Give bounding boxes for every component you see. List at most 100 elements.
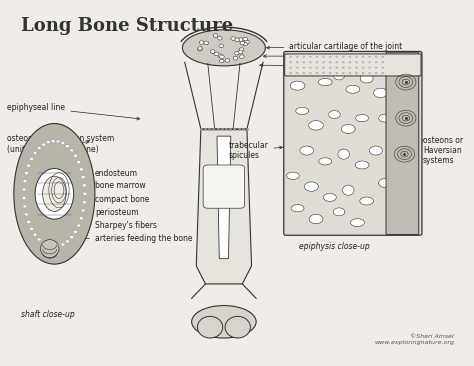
Ellipse shape <box>341 124 355 134</box>
Circle shape <box>198 47 202 51</box>
Ellipse shape <box>309 214 323 224</box>
Circle shape <box>296 56 299 58</box>
Circle shape <box>233 56 238 60</box>
Ellipse shape <box>290 81 305 90</box>
Circle shape <box>375 56 378 58</box>
Circle shape <box>375 61 378 63</box>
Ellipse shape <box>291 205 304 212</box>
Circle shape <box>22 188 26 191</box>
Circle shape <box>73 230 77 233</box>
Text: Long Bone Structure: Long Bone Structure <box>21 17 233 35</box>
Text: endosteum: endosteum <box>78 169 138 178</box>
Ellipse shape <box>300 146 314 155</box>
Circle shape <box>225 59 230 62</box>
Circle shape <box>82 201 86 204</box>
Ellipse shape <box>379 114 392 122</box>
Circle shape <box>65 145 69 147</box>
Circle shape <box>342 72 345 74</box>
Circle shape <box>342 67 345 69</box>
Ellipse shape <box>388 136 401 144</box>
Circle shape <box>368 67 371 69</box>
Circle shape <box>70 236 73 239</box>
Circle shape <box>42 242 46 244</box>
Circle shape <box>316 61 319 63</box>
Text: trabecular
spicules: trabecular spicules <box>228 141 283 160</box>
Circle shape <box>235 52 239 55</box>
Circle shape <box>316 67 319 69</box>
Circle shape <box>204 41 209 45</box>
Circle shape <box>46 244 50 247</box>
Circle shape <box>61 142 64 145</box>
Circle shape <box>42 143 46 146</box>
Ellipse shape <box>374 88 387 98</box>
Circle shape <box>65 240 69 243</box>
Text: ©Sheri Amsel
www.exploringnature.org: ©Sheri Amsel www.exploringnature.org <box>374 335 454 345</box>
Ellipse shape <box>35 168 73 219</box>
Circle shape <box>27 164 30 167</box>
Circle shape <box>355 56 358 58</box>
Circle shape <box>382 67 384 69</box>
Circle shape <box>322 56 325 58</box>
PathPatch shape <box>217 136 231 259</box>
Circle shape <box>309 72 312 74</box>
Text: compact bone: compact bone <box>67 195 149 204</box>
Circle shape <box>198 48 202 51</box>
Ellipse shape <box>393 194 405 201</box>
Circle shape <box>33 152 37 154</box>
Circle shape <box>302 67 305 69</box>
FancyBboxPatch shape <box>284 52 422 235</box>
Circle shape <box>56 245 60 247</box>
Ellipse shape <box>360 74 373 83</box>
Ellipse shape <box>333 208 345 216</box>
Circle shape <box>238 38 243 41</box>
Circle shape <box>368 72 371 74</box>
Circle shape <box>362 67 365 69</box>
Ellipse shape <box>355 161 369 169</box>
Ellipse shape <box>305 67 318 75</box>
Circle shape <box>77 224 81 227</box>
Ellipse shape <box>333 70 345 80</box>
Ellipse shape <box>328 111 340 119</box>
Ellipse shape <box>360 197 374 205</box>
Ellipse shape <box>309 121 323 130</box>
Ellipse shape <box>304 182 319 191</box>
Circle shape <box>348 56 351 58</box>
Circle shape <box>219 59 224 63</box>
Circle shape <box>316 72 319 74</box>
Ellipse shape <box>351 219 365 227</box>
Text: compact bone: compact bone <box>264 52 344 61</box>
Circle shape <box>30 157 34 160</box>
Ellipse shape <box>346 85 360 93</box>
Circle shape <box>382 72 384 74</box>
Circle shape <box>61 243 64 246</box>
Circle shape <box>199 41 204 44</box>
Circle shape <box>219 44 224 48</box>
Circle shape <box>336 72 338 74</box>
Text: articular cartilage of the joint: articular cartilage of the joint <box>266 41 402 51</box>
Circle shape <box>37 147 41 150</box>
Circle shape <box>289 67 292 69</box>
Circle shape <box>329 67 331 69</box>
Circle shape <box>83 193 87 195</box>
Ellipse shape <box>14 124 95 264</box>
Circle shape <box>342 61 345 63</box>
Circle shape <box>240 41 245 45</box>
Circle shape <box>231 37 236 40</box>
Ellipse shape <box>182 30 265 66</box>
Circle shape <box>56 140 60 143</box>
Ellipse shape <box>379 179 392 187</box>
Circle shape <box>77 161 81 164</box>
Circle shape <box>322 61 325 63</box>
Circle shape <box>322 72 325 74</box>
Circle shape <box>218 37 222 40</box>
Text: Sharpey's fibers: Sharpey's fibers <box>63 221 157 230</box>
Circle shape <box>316 56 319 58</box>
Circle shape <box>322 67 325 69</box>
Circle shape <box>238 50 243 54</box>
Circle shape <box>80 217 83 220</box>
Circle shape <box>82 176 85 179</box>
Ellipse shape <box>323 194 336 201</box>
Circle shape <box>348 72 351 74</box>
Circle shape <box>70 149 73 152</box>
Circle shape <box>23 205 27 208</box>
